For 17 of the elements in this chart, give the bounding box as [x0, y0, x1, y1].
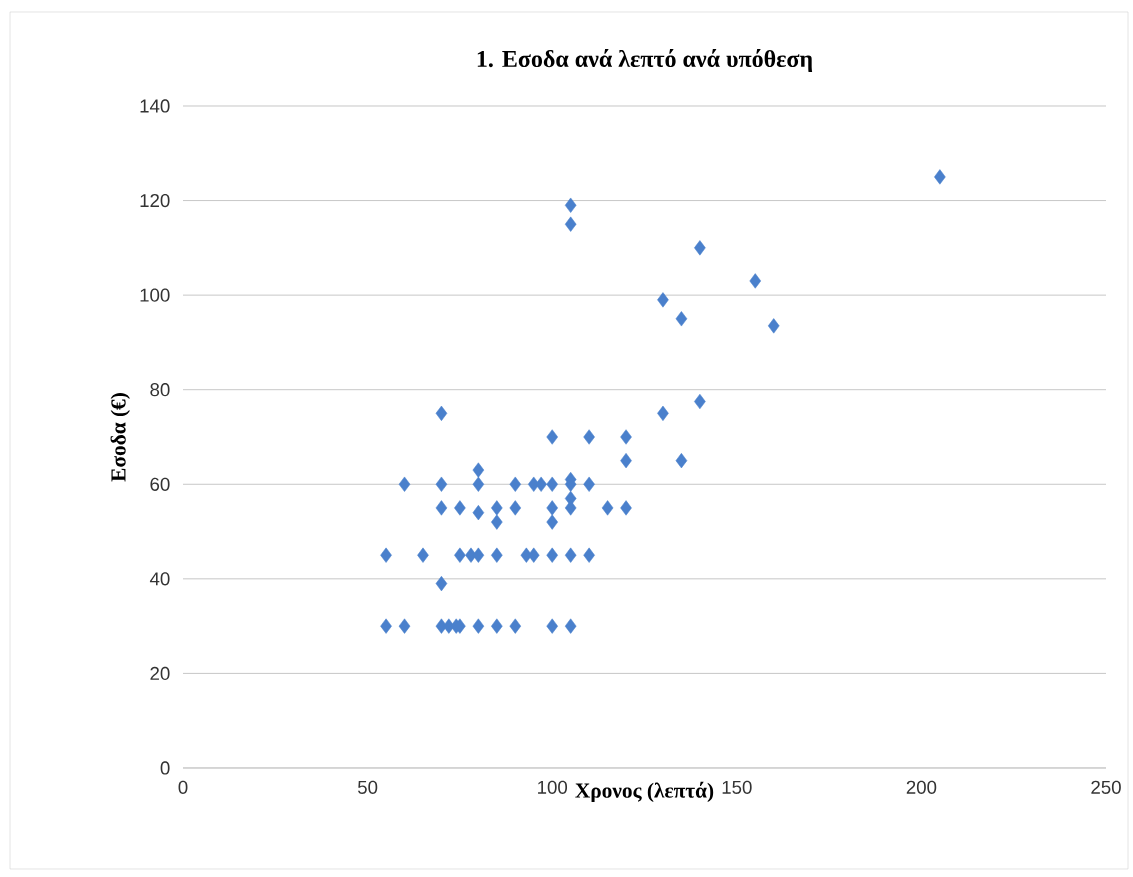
x-tick-label: 50	[357, 780, 378, 794]
y-tick-label: 80	[150, 383, 170, 397]
y-axis-title: Εσοδα (€)	[110, 393, 130, 482]
x-tick-label: 100	[538, 780, 568, 794]
y-tick-label: 100	[140, 288, 170, 302]
chart-title: 1. Εσοδα ανά λεπτό ανά υπόθεση	[477, 49, 813, 72]
x-axis-title: Χρονος (λεπτά)	[575, 781, 714, 803]
y-tick-label: 0	[160, 761, 170, 775]
y-tick-label: 40	[149, 572, 170, 586]
y-tick-label: 120	[140, 193, 170, 208]
y-tick-label: 20	[150, 666, 170, 681]
x-tick-label: 0	[178, 780, 188, 794]
y-tick-label: 60	[150, 477, 170, 491]
x-tick-label: 200	[906, 780, 937, 794]
x-tick-label: 250	[1091, 780, 1121, 794]
y-tick-label: 140	[140, 99, 170, 113]
x-tick-label: 150	[722, 780, 752, 794]
